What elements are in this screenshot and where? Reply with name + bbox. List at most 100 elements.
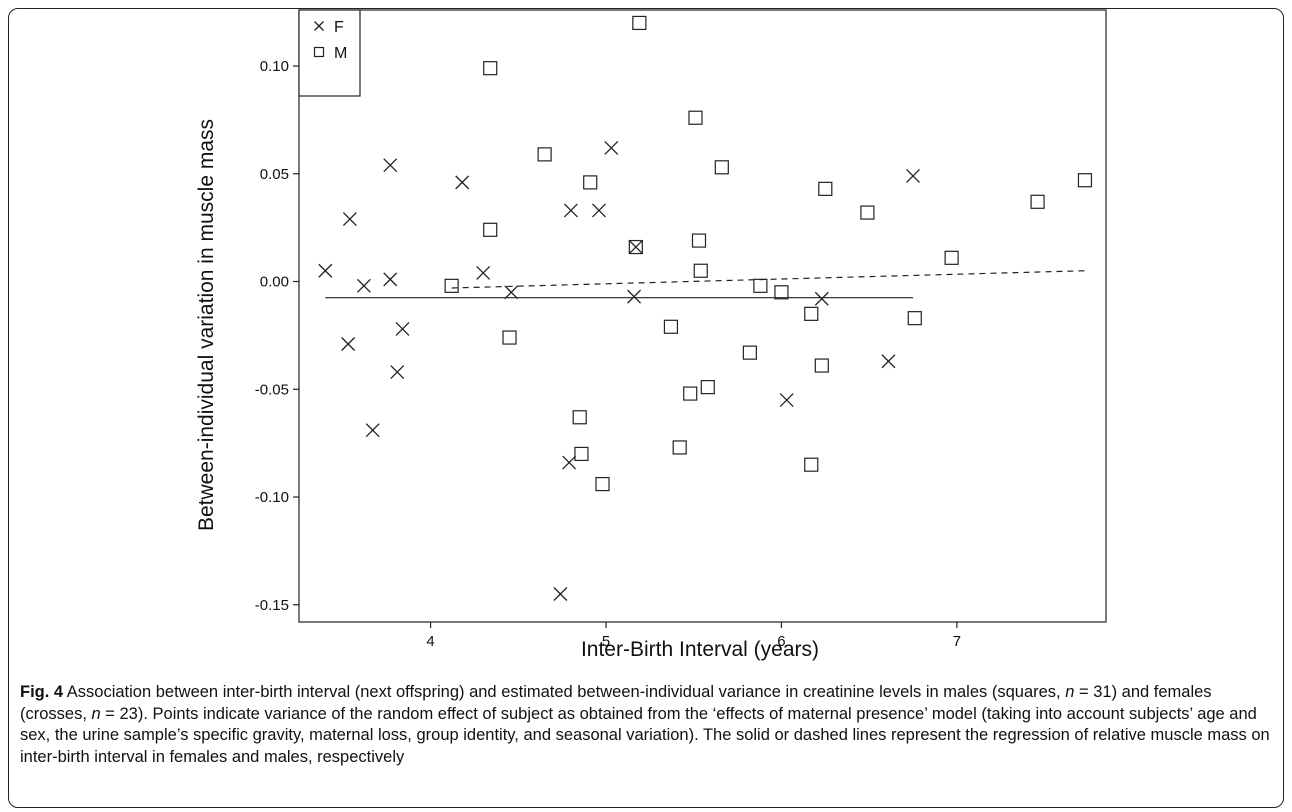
x-axis-title: Inter-Birth Interval (years) — [581, 638, 819, 661]
point-female — [390, 365, 405, 379]
point-male — [502, 330, 517, 345]
figure-frame — [8, 8, 1284, 808]
legend: FM — [298, 9, 361, 97]
cross-stroke — [383, 272, 398, 287]
x-tick-label: 5 — [602, 633, 610, 650]
point-male — [814, 358, 829, 373]
point-male — [714, 160, 729, 175]
point-female — [906, 168, 920, 183]
legend-label: F — [334, 19, 344, 36]
point-male — [628, 239, 643, 255]
cross-stroke — [390, 365, 405, 379]
point-male — [583, 175, 598, 190]
point-male — [537, 147, 552, 162]
point-female — [476, 265, 491, 280]
point-female — [383, 158, 398, 173]
data-points — [318, 15, 1093, 601]
point-female — [563, 203, 578, 218]
y-axis-title: Between-individual variation in muscle m… — [195, 119, 218, 531]
cross-stroke — [592, 203, 606, 218]
point-female — [318, 263, 333, 278]
y-tick-label: 0.05 — [260, 166, 289, 183]
cross-stroke — [562, 455, 577, 470]
legend-label: M — [334, 45, 347, 62]
caption-label: Fig. 4 — [20, 683, 64, 701]
cross-stroke — [906, 168, 920, 183]
caption-text-part-1: Association between inter-birth interval… — [63, 683, 1066, 701]
y-tick-label: -0.10 — [255, 489, 289, 506]
cross-stroke — [395, 321, 410, 336]
point-male — [860, 205, 875, 220]
point-female — [628, 240, 643, 255]
point-female — [553, 587, 568, 601]
point-female — [779, 393, 794, 408]
point-male — [907, 311, 922, 326]
cross-stroke — [341, 337, 356, 351]
cross-stroke — [455, 175, 470, 190]
point-male — [693, 263, 708, 278]
cross-stroke — [318, 263, 333, 278]
cross-stroke — [314, 21, 324, 31]
point-male — [688, 110, 703, 125]
legend-marker-cross — [314, 21, 324, 31]
point-male — [574, 446, 589, 462]
cross-stroke — [563, 203, 578, 218]
point-female — [365, 423, 380, 438]
point-male — [700, 380, 715, 395]
point-female — [356, 278, 371, 293]
point-male — [683, 386, 698, 401]
point-female — [383, 272, 398, 287]
point-female — [395, 321, 410, 336]
caption-n-symbol: n — [1065, 683, 1075, 701]
y-tick-label: 0.10 — [260, 58, 289, 75]
point-male — [444, 278, 459, 293]
point-female — [592, 203, 606, 218]
point-male — [632, 15, 647, 31]
point-female — [455, 175, 470, 190]
point-male — [804, 457, 819, 472]
cross-stroke — [476, 265, 491, 280]
point-male — [691, 233, 707, 248]
point-female — [341, 337, 356, 351]
regression-line-males — [451, 270, 1085, 289]
cross-stroke — [604, 140, 619, 155]
cross-stroke — [342, 212, 357, 226]
x-tick-label: 4 — [426, 633, 434, 650]
regression-lines — [325, 270, 1085, 299]
scatter-chart: FM 4 5 6 7 -0.15 -0.10 -0.05 0.00 0.05 0.10 Inter… — [195, 9, 1107, 661]
caption-n-symbol: n — [91, 704, 101, 723]
point-male — [1030, 194, 1045, 209]
point-female — [604, 140, 619, 155]
point-male — [483, 61, 498, 76]
point-male — [774, 285, 789, 300]
x-tick-label: 6 — [777, 633, 785, 650]
point-male — [663, 319, 679, 334]
axes: 4 5 6 7 -0.15 -0.10 -0.05 0.00 0.05 0.10 — [255, 58, 961, 650]
point-female — [627, 289, 642, 304]
cross-stroke — [365, 423, 380, 438]
point-female — [881, 354, 896, 369]
y-tick-label: -0.05 — [255, 381, 289, 398]
point-male — [818, 181, 833, 196]
legend-box — [298, 9, 361, 97]
cross-stroke — [504, 285, 519, 300]
cross-stroke — [356, 278, 371, 293]
figure-caption: Fig. 4 Association between inter-birth i… — [20, 682, 1275, 768]
point-female — [562, 455, 577, 470]
cross-stroke — [814, 291, 829, 306]
plot-border — [298, 9, 1107, 623]
legend-marker-square — [313, 46, 325, 58]
point-male — [753, 278, 768, 293]
x-tick-label: 7 — [953, 633, 961, 650]
point-male — [572, 410, 587, 425]
cross-stroke — [383, 158, 398, 173]
plot-area — [298, 9, 1107, 623]
caption-text-part-3: = 23). Points indicate variance of the r… — [20, 704, 1270, 766]
cross-stroke — [628, 240, 643, 255]
cross-stroke — [779, 393, 794, 408]
caption-text-part-2: = 31) and females (crosses, — [20, 683, 1212, 723]
point-male — [742, 345, 757, 360]
point-male — [944, 250, 959, 265]
point-male — [595, 476, 610, 492]
point-male — [804, 306, 819, 321]
